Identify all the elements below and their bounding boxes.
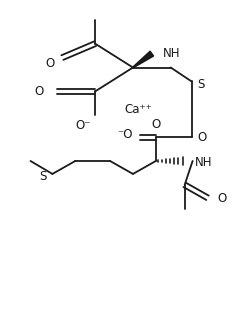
Text: O: O [198,131,207,143]
Text: Ca⁺⁺: Ca⁺⁺ [124,103,152,116]
Text: O: O [34,85,43,98]
Text: O⁻: O⁻ [76,119,91,132]
Text: S: S [198,78,205,91]
Text: O: O [151,118,160,131]
Polygon shape [133,51,154,68]
Text: NH: NH [195,156,212,169]
Text: ⁻O: ⁻O [118,128,133,141]
Text: NH: NH [163,47,180,60]
Text: O: O [217,192,227,205]
Text: O: O [45,57,54,70]
Text: S: S [39,170,46,183]
